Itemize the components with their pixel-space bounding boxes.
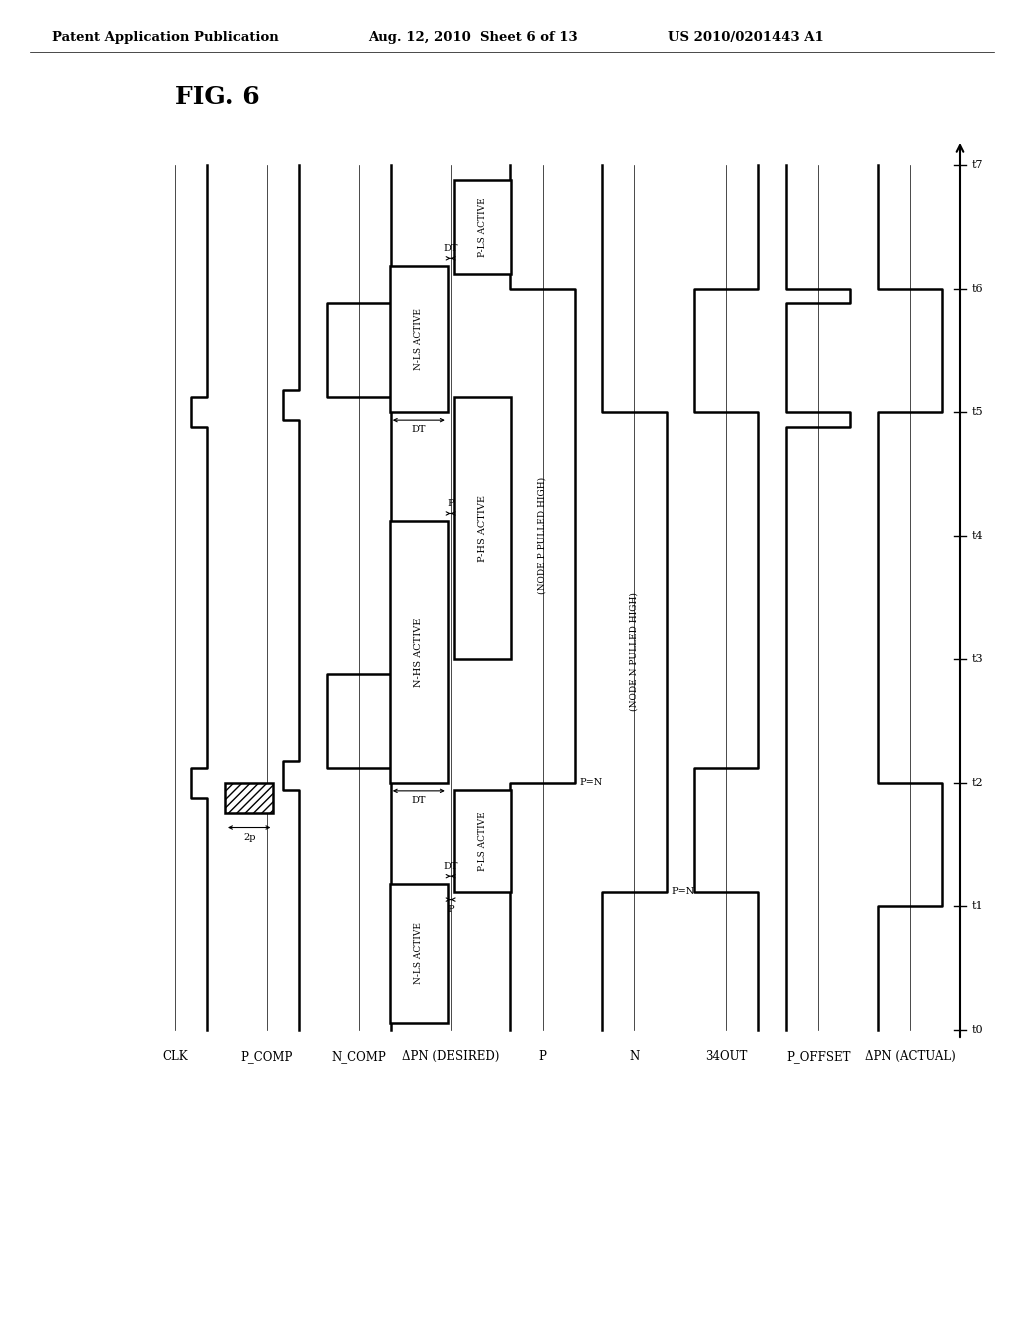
Text: (NODE P PULLED HIGH): (NODE P PULLED HIGH) — [538, 477, 547, 594]
Text: N-LS ACTIVE: N-LS ACTIVE — [415, 309, 423, 370]
Text: P_COMP: P_COMP — [241, 1049, 293, 1063]
Text: P-HS ACTIVE: P-HS ACTIVE — [478, 495, 487, 562]
Text: DT: DT — [443, 862, 458, 871]
Text: FIG. 6: FIG. 6 — [175, 84, 260, 110]
Text: N-HS ACTIVE: N-HS ACTIVE — [415, 618, 423, 686]
Text: N_COMP: N_COMP — [332, 1049, 386, 1063]
Text: t5: t5 — [972, 407, 984, 417]
Text: ΔPN (ACTUAL): ΔPN (ACTUAL) — [864, 1049, 955, 1063]
Text: P: P — [539, 1049, 547, 1063]
Bar — [454, 791, 511, 891]
Text: DT: DT — [412, 796, 426, 805]
Text: t6: t6 — [972, 284, 984, 293]
Text: P_OFFSET: P_OFFSET — [785, 1049, 850, 1063]
Text: P: P — [447, 904, 454, 913]
Text: P=N: P=N — [580, 779, 603, 787]
Text: N: N — [630, 1049, 640, 1063]
Text: (NODE N PULLED HIGH): (NODE N PULLED HIGH) — [630, 593, 639, 711]
Bar — [390, 521, 447, 783]
Text: t4: t4 — [972, 531, 984, 541]
Text: P-LS ACTIVE: P-LS ACTIVE — [478, 810, 487, 871]
Text: 34OUT: 34OUT — [706, 1049, 748, 1063]
Text: DT: DT — [443, 244, 458, 253]
Text: 2p: 2p — [243, 833, 255, 842]
Bar — [225, 783, 273, 813]
Text: t7: t7 — [972, 160, 983, 170]
Text: US 2010/0201443 A1: US 2010/0201443 A1 — [668, 30, 823, 44]
Text: Patent Application Publication: Patent Application Publication — [52, 30, 279, 44]
Text: t0: t0 — [972, 1026, 984, 1035]
Bar — [454, 397, 511, 659]
Text: P-LS ACTIVE: P-LS ACTIVE — [478, 197, 487, 256]
Text: N-LS ACTIVE: N-LS ACTIVE — [415, 923, 423, 985]
Text: DT: DT — [412, 425, 426, 434]
Text: Aug. 12, 2010  Sheet 6 of 13: Aug. 12, 2010 Sheet 6 of 13 — [368, 30, 578, 44]
Text: P: P — [447, 499, 454, 508]
Text: ΔPN (DESIRED): ΔPN (DESIRED) — [402, 1049, 500, 1063]
Text: t1: t1 — [972, 902, 984, 911]
Bar — [390, 267, 447, 412]
Text: t3: t3 — [972, 655, 984, 664]
Text: P=N: P=N — [672, 887, 694, 896]
Text: t2: t2 — [972, 777, 984, 788]
Bar — [454, 180, 511, 273]
Bar — [390, 884, 447, 1023]
Text: CLK: CLK — [162, 1049, 187, 1063]
